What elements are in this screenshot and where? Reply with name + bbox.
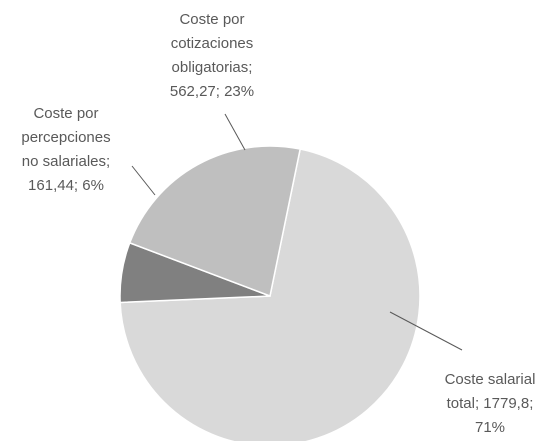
data-label-line: no salariales; (22, 153, 110, 170)
data-label-line: percepciones (21, 129, 110, 146)
leader-line (224, 113, 246, 151)
pie-slice (119, 148, 421, 441)
leader-line (131, 165, 156, 196)
data-label-line: 71% (475, 419, 505, 436)
data-label: Coste por percepciones no salariales; 161,4… (21, 105, 110, 194)
data-label-line: cotizaciones (171, 35, 254, 52)
data-label: Coste salarial total; 1779,8; 71% (445, 371, 536, 436)
data-label-line: Coste por (33, 105, 98, 122)
data-label-line: Coste salarial (445, 371, 536, 388)
data-label: Coste por cotizaciones obligatorias; 562,27… (170, 11, 254, 100)
data-label-line: total; 1779,8; (447, 395, 534, 412)
pie (119, 145, 421, 441)
leader-line (389, 311, 463, 351)
data-label-line: Coste por (179, 11, 244, 28)
data-label-line: 161,44; 6% (28, 177, 104, 194)
data-label-line: 562,27; 23% (170, 83, 254, 100)
pie-slice (128, 145, 302, 298)
data-label-line: obligatorias; (172, 59, 253, 76)
